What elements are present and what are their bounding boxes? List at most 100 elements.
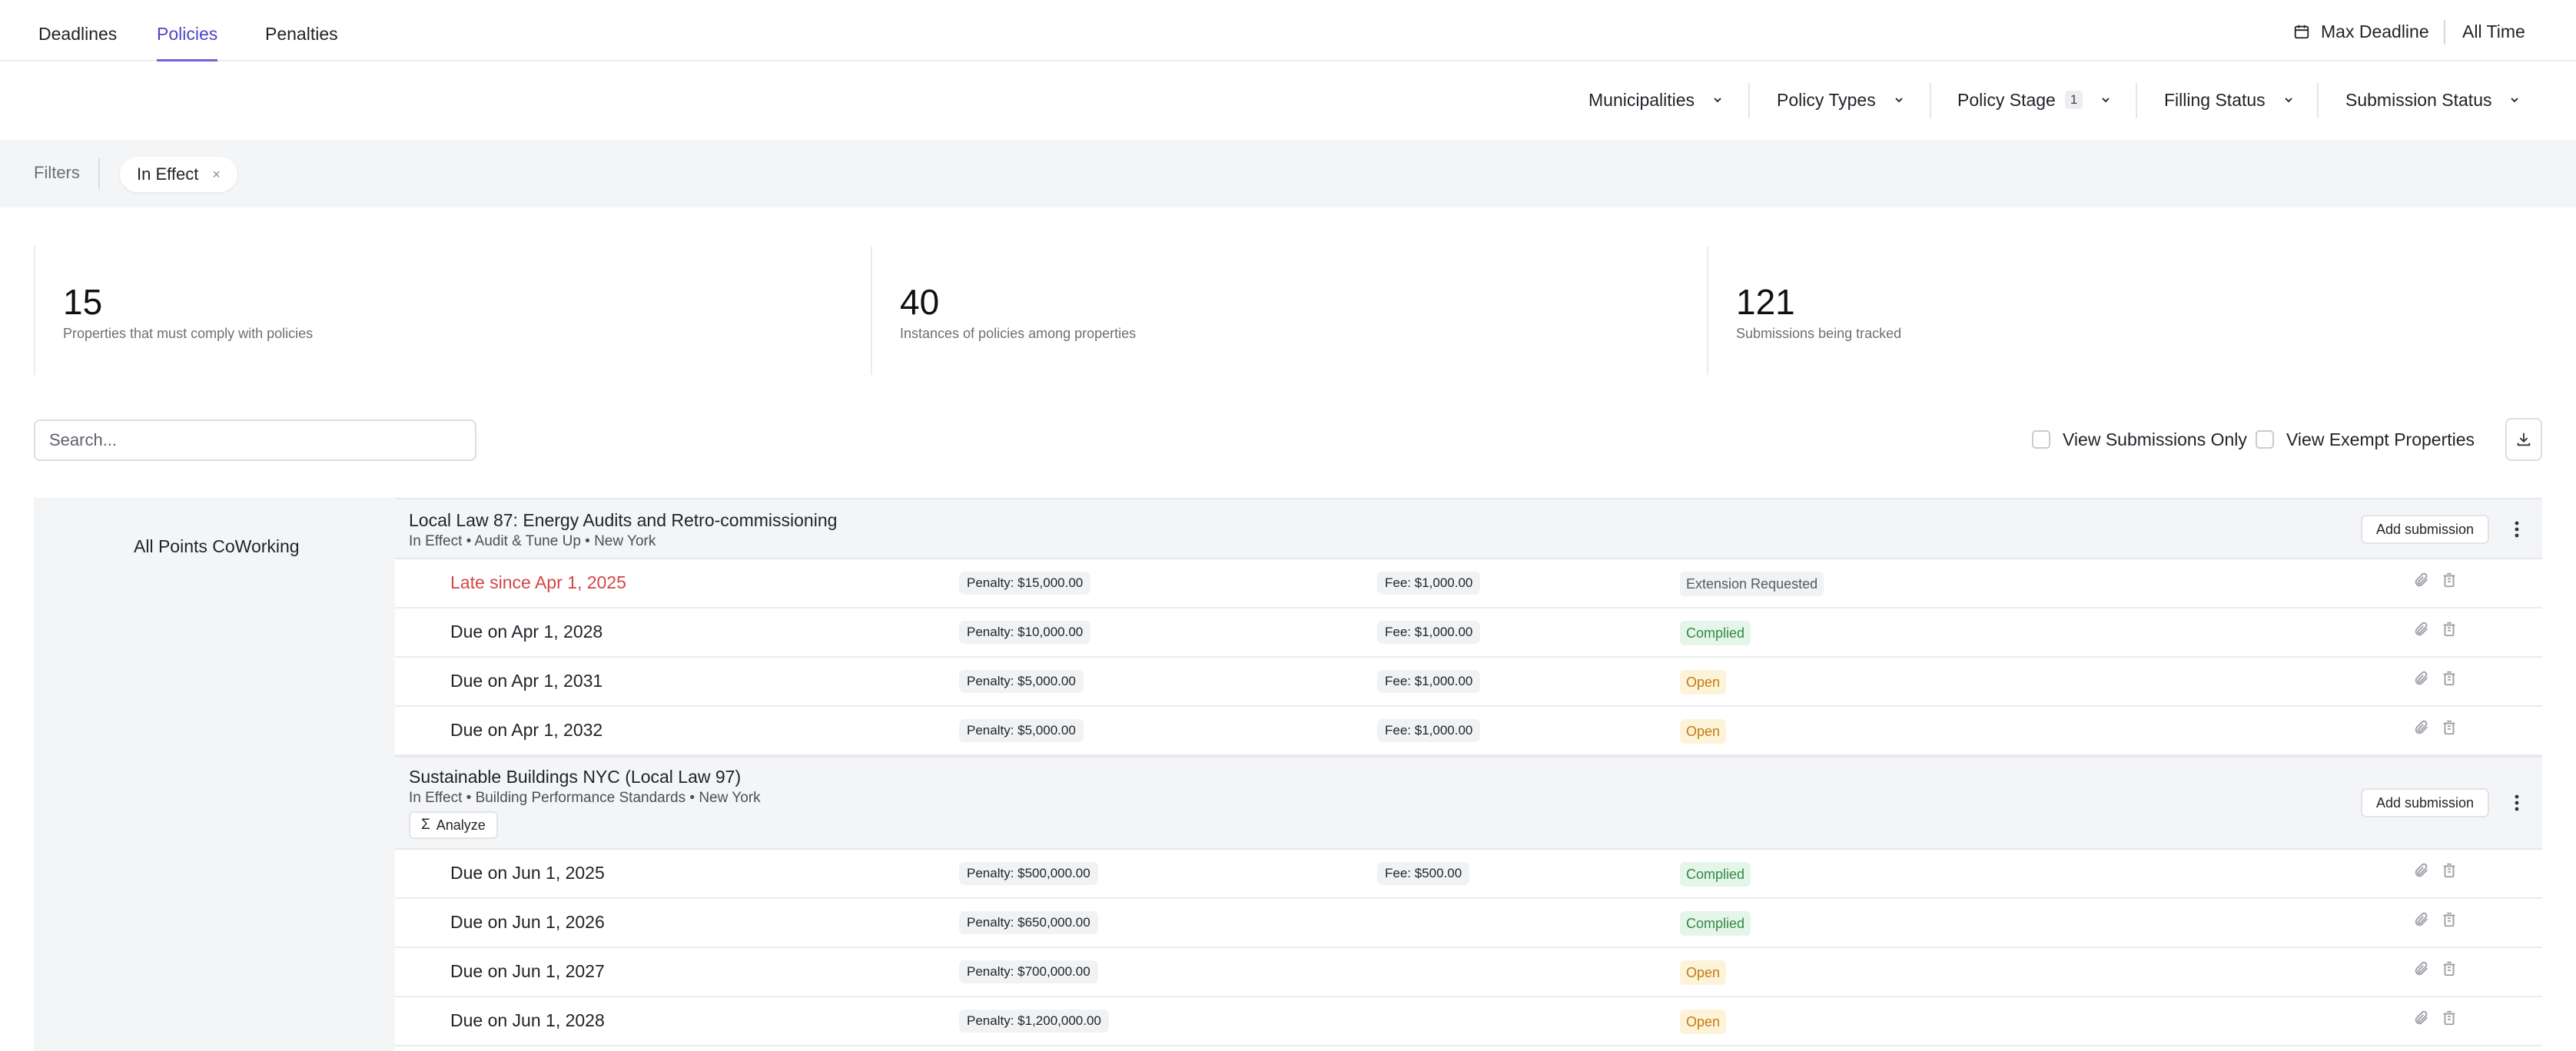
penalty-badge: Penalty: $5,000.00 (959, 719, 1084, 742)
due-date: Due on Jun 1, 2025 (450, 863, 605, 883)
due-date: Late since Apr 1, 2025 (450, 572, 626, 592)
table-row[interactable]: Due on Jun 1, 2027 Penalty: $700,000.00 … (395, 948, 2542, 997)
filing-status-dropdown[interactable]: Filling Status (2164, 85, 2295, 115)
filter-chip-in-effect[interactable]: In Effect × (120, 157, 237, 192)
view-submissions-only-toggle[interactable]: View Submissions Only (2032, 428, 2247, 451)
delete-icon[interactable] (2441, 718, 2458, 738)
table-row[interactable]: Due on Apr 1, 2028 Penalty: $10,000.00 F… (395, 608, 2542, 658)
penalty-badge: Penalty: $650,000.00 (959, 911, 1098, 934)
dropdown-label: Policy Types (1777, 89, 1876, 110)
delete-icon[interactable] (2441, 619, 2458, 639)
fee-badge: Fee: $1,000.00 (1377, 572, 1481, 595)
tab-penalties[interactable]: Penalties (265, 24, 338, 44)
chevron-down-icon (1894, 98, 1903, 103)
checkbox[interactable] (2032, 430, 2050, 449)
delete-icon[interactable] (2441, 570, 2458, 590)
tab-policies[interactable]: Policies (157, 0, 218, 61)
stat-value: 15 (63, 282, 103, 322)
add-submission-button[interactable]: Add submission (2361, 515, 2490, 544)
filter-chip-label: In Effect (137, 164, 199, 184)
property-name[interactable]: All Points CoWorking (134, 536, 300, 556)
divider (1748, 83, 1750, 118)
table-row[interactable]: Due on Jun 1, 2028 Penalty: $1,200,000.0… (395, 997, 2542, 1046)
divider (98, 158, 100, 189)
toggle-label: View Submissions Only (2063, 429, 2247, 449)
chevron-down-icon (2511, 98, 2519, 103)
status-badge: Open (1680, 719, 1727, 744)
submission-status-dropdown[interactable]: Submission Status (2345, 85, 2521, 115)
close-icon[interactable]: × (212, 166, 221, 182)
delete-icon[interactable] (2441, 668, 2458, 688)
policy-subtitle: In Effect • Audit & Tune Up • New York (409, 533, 656, 549)
search-input[interactable] (34, 419, 476, 461)
tab-deadlines[interactable]: Deadlines (38, 24, 118, 44)
penalty-badge: Penalty: $700,000.00 (959, 960, 1098, 983)
attachment-icon[interactable] (2413, 668, 2430, 688)
policy-title[interactable]: Sustainable Buildings NYC (Local Law 97) (409, 767, 742, 787)
table-row[interactable]: Due on Jun 1, 2026 Penalty: $650,000.00 … (395, 899, 2542, 948)
due-date: Due on Apr 1, 2032 (450, 720, 603, 740)
applied-filters-bar: Filters In Effect × (0, 140, 2576, 207)
add-submission-button[interactable]: Add submission (2361, 788, 2490, 817)
calendar-icon (2294, 25, 2309, 39)
chevron-down-icon (2102, 98, 2110, 103)
due-date: Due on Jun 1, 2027 (450, 961, 605, 981)
stat-value: 40 (900, 282, 940, 322)
table-row[interactable]: Due on Apr 1, 2032 Penalty: $5,000.00 Fe… (395, 707, 2542, 756)
municipalities-dropdown[interactable]: Municipalities (1588, 85, 1724, 115)
stat-label: Instances of policies among properties (900, 326, 1137, 341)
toggle-label: View Exempt Properties (2286, 429, 2475, 449)
due-date: Due on Apr 1, 2028 (450, 622, 603, 642)
delete-icon[interactable] (2441, 1008, 2458, 1028)
policy-types-dropdown[interactable]: Policy Types (1777, 85, 1905, 115)
policy-stage-dropdown[interactable]: Policy Stage 1 (1957, 85, 2112, 115)
stat-label: Properties that must comply with policie… (63, 326, 314, 341)
property-column: All Points CoWorking (34, 498, 395, 1051)
attachment-icon[interactable] (2413, 619, 2430, 639)
status-badge: Complied (1680, 621, 1751, 645)
more-options-icon[interactable] (2509, 791, 2525, 814)
attachment-icon[interactable] (2413, 959, 2430, 979)
policy-title[interactable]: Local Law 87: Energy Audits and Retro-co… (409, 510, 838, 530)
more-options-icon[interactable] (2509, 518, 2525, 541)
view-exempt-properties-toggle[interactable]: View Exempt Properties (2256, 428, 2475, 451)
attachment-icon[interactable] (2413, 910, 2430, 930)
status-badge: Open (1680, 1010, 1727, 1034)
table-row[interactable]: Late since Apr 1, 2025 Penalty: $15,000.… (395, 559, 2542, 608)
table-row[interactable]: Due on Jun 1, 2025 Penalty: $500,000.00 … (395, 850, 2542, 899)
filter-dropdown-bar: Municipalities Policy Types Policy Stage… (0, 61, 2576, 140)
sigma-icon: Σ (421, 817, 430, 833)
status-badge: Open (1680, 670, 1727, 695)
dropdown-label: Municipalities (1588, 89, 1695, 110)
time-range-button[interactable]: All Time (2462, 21, 2525, 41)
fee-badge: Fee: $500.00 (1377, 862, 1470, 885)
filters-label: Filters (34, 163, 80, 182)
download-button[interactable] (2505, 418, 2542, 461)
attachment-icon[interactable] (2413, 570, 2430, 590)
attachment-icon[interactable] (2413, 718, 2430, 738)
chevron-down-icon (2284, 98, 2292, 103)
policy-header: Local Law 87: Energy Audits and Retro-co… (395, 498, 2542, 559)
delete-icon[interactable] (2441, 860, 2458, 880)
dropdown-label: Policy Stage (1957, 89, 2056, 110)
delete-icon[interactable] (2441, 959, 2458, 979)
due-date: Due on Apr 1, 2031 (450, 671, 603, 691)
status-badge: Open (1680, 960, 1727, 985)
penalty-badge: Penalty: $15,000.00 (959, 572, 1091, 595)
status-badge: Complied (1680, 911, 1751, 936)
divider (2317, 83, 2319, 118)
delete-icon[interactable] (2441, 910, 2458, 930)
due-date: Due on Jun 1, 2026 (450, 912, 605, 932)
dropdown-label: Submission Status (2345, 89, 2492, 110)
penalty-badge: Penalty: $1,200,000.00 (959, 1010, 1109, 1033)
penalty-badge: Penalty: $500,000.00 (959, 862, 1098, 885)
analyze-button[interactable]: Σ Analyze (409, 811, 498, 839)
checkbox[interactable] (2256, 430, 2274, 449)
table-row[interactable]: Due on Apr 1, 2031 Penalty: $5,000.00 Fe… (395, 658, 2542, 707)
fee-badge: Fee: $1,000.00 (1377, 670, 1481, 693)
penalty-badge: Penalty: $10,000.00 (959, 621, 1091, 644)
max-deadline-button[interactable]: Max Deadline (2293, 20, 2429, 43)
stat-card-instances: 40 Instances of policies among propertie… (871, 246, 1707, 375)
attachment-icon[interactable] (2413, 860, 2430, 880)
attachment-icon[interactable] (2413, 1008, 2430, 1028)
